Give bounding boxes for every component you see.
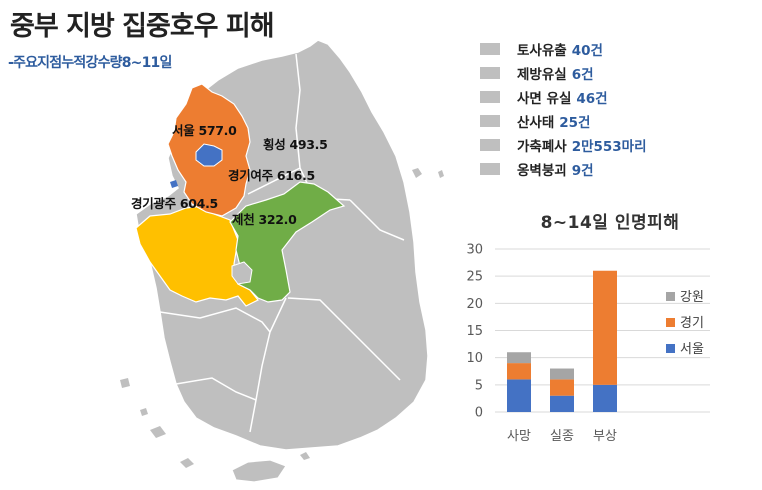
damage-item: 옹벽붕괴 9건 (480, 159, 594, 179)
damage-item: 가축폐사 2만553마리 (480, 135, 647, 155)
chart-title: 8~14일 인명피해 (540, 213, 680, 233)
y-tick-label: 20 (466, 297, 483, 312)
map-label-yeoju: 경기여주 616.5 (228, 165, 315, 184)
damage-bullet (480, 115, 500, 127)
map-label-jecheon: 제천 322.0 (232, 209, 297, 228)
damage-label: 토사유출 (517, 43, 567, 59)
bar-segment (593, 270, 617, 385)
map-label-name: 서울 (172, 123, 195, 138)
damage-label: 가축폐사 (517, 139, 567, 155)
map-label-name: 제천 (232, 212, 255, 227)
damage-label: 제방유실 (517, 67, 567, 83)
y-tick-label: 0 (475, 406, 483, 421)
map-island (412, 168, 422, 178)
map-label-value: 577.0 (198, 123, 237, 138)
page-title: 중부 지방 집중호우 피해 (10, 11, 275, 42)
damage-value: 9건 (571, 163, 594, 179)
map-island (140, 408, 148, 416)
legend-label: 강원 (680, 290, 704, 305)
damage-label: 사면 유실 (517, 91, 572, 107)
damage-bullet (480, 67, 500, 79)
damage-value: 6건 (571, 67, 594, 83)
y-tick-label: 10 (466, 351, 483, 366)
map-label-name: 경기광주 (131, 196, 176, 211)
legend-swatch (666, 292, 675, 301)
chart-axes: 0 5 10 15 20 25 30 사망 실종 부상 (466, 243, 617, 445)
map-label-value: 493.5 (289, 137, 328, 152)
map-island (120, 378, 130, 388)
map-label-value: 322.0 (258, 212, 297, 227)
map-label-value: 616.5 (276, 168, 315, 183)
y-tick-label: 5 (475, 378, 483, 393)
map-label-value: 604.5 (179, 196, 218, 211)
damage-label: 옹벽붕괴 (517, 163, 567, 179)
damage-value: 25건 (559, 115, 591, 131)
bar-segment (593, 384, 617, 412)
chart-bars (507, 270, 617, 412)
map-label-gwangju: 경기광주 604.5 (131, 193, 218, 212)
map-region-seoul (195, 143, 223, 167)
y-tick-label: 25 (466, 270, 483, 285)
page-subtitle: -주요지점누적강수량8~11일 (8, 55, 172, 71)
damage-value: 2만553마리 (571, 139, 647, 155)
korea-map (120, 39, 444, 483)
damage-item: 제방유실 6건 (480, 63, 594, 83)
y-tick-label: 15 (466, 324, 483, 339)
x-tick-label: 사망 (507, 429, 531, 444)
legend-swatch (666, 318, 675, 327)
y-tick-label: 30 (466, 243, 483, 258)
damage-item: 사면 유실 46건 (480, 87, 608, 107)
bar-segment (550, 368, 574, 380)
damage-item: 토사유출 40건 (480, 39, 603, 59)
damage-bullet (480, 139, 500, 151)
map-label-name: 횡성 (263, 137, 286, 152)
damage-value: 40건 (571, 43, 603, 59)
damage-bullet (480, 91, 500, 103)
map-island (180, 458, 194, 468)
map-island (150, 426, 166, 438)
damage-label: 산사태 (517, 115, 555, 131)
map-label-seoul: 서울 577.0 (172, 120, 237, 139)
legend-label: 경기 (680, 316, 704, 331)
damage-value: 46건 (576, 91, 608, 107)
damage-bullet (480, 163, 500, 175)
map-region-incheon (170, 180, 178, 188)
map-label-hoengseong: 횡성 493.5 (263, 134, 328, 153)
damage-bullet (480, 43, 500, 55)
map-island (231, 459, 287, 483)
damage-item: 산사태 25건 (480, 111, 590, 131)
legend-label: 서울 (680, 342, 704, 357)
x-tick-label: 실종 (550, 429, 574, 444)
bar-segment (507, 379, 531, 412)
bar-segment (507, 363, 531, 380)
map-island (300, 452, 310, 460)
x-tick-label: 부상 (593, 429, 617, 444)
map-island (438, 170, 444, 178)
legend-swatch (666, 344, 675, 353)
map-label-name: 경기여주 (228, 168, 273, 183)
map-region-daejeon (231, 261, 253, 285)
bar-segment (550, 379, 574, 396)
bar-segment (507, 352, 531, 364)
bar-segment (550, 395, 574, 412)
